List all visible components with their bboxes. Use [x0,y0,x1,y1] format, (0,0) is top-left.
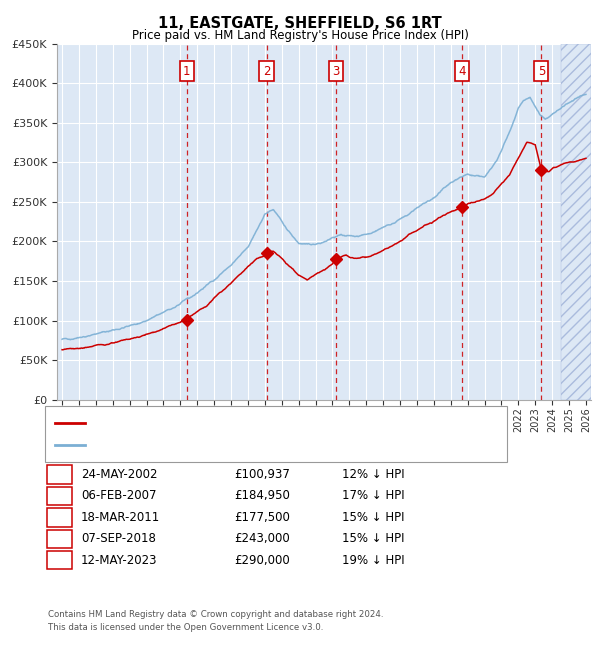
Text: 15% ↓ HPI: 15% ↓ HPI [342,511,404,524]
Text: 1: 1 [56,468,63,481]
Text: 18-MAR-2011: 18-MAR-2011 [81,511,160,524]
Bar [560,44,591,400]
Text: 07-SEP-2018: 07-SEP-2018 [81,532,156,545]
Text: 24-MAY-2002: 24-MAY-2002 [81,468,157,481]
Text: 06-FEB-2007: 06-FEB-2007 [81,489,157,502]
Text: 17% ↓ HPI: 17% ↓ HPI [342,489,404,502]
Text: 2: 2 [56,489,63,502]
Text: Price paid vs. HM Land Registry's House Price Index (HPI): Price paid vs. HM Land Registry's House … [131,29,469,42]
Text: 2: 2 [263,65,270,78]
Text: 4: 4 [458,65,466,78]
Text: Contains HM Land Registry data © Crown copyright and database right 2024.: Contains HM Land Registry data © Crown c… [48,610,383,619]
Text: 15% ↓ HPI: 15% ↓ HPI [342,532,404,545]
Text: 5: 5 [56,554,63,567]
Text: £177,500: £177,500 [234,511,290,524]
Text: £290,000: £290,000 [234,554,290,567]
Text: £100,937: £100,937 [234,468,290,481]
Text: 12-MAY-2023: 12-MAY-2023 [81,554,157,567]
Text: £243,000: £243,000 [234,532,290,545]
Text: 11, EASTGATE, SHEFFIELD, S6 1RT (detached house): 11, EASTGATE, SHEFFIELD, S6 1RT (detache… [92,418,386,428]
Text: 3: 3 [332,65,340,78]
Text: HPI: Average price, detached house, Sheffield: HPI: Average price, detached house, Shef… [92,439,348,450]
Text: 5: 5 [538,65,545,78]
Text: 4: 4 [56,532,63,545]
Text: 11, EASTGATE, SHEFFIELD, S6 1RT: 11, EASTGATE, SHEFFIELD, S6 1RT [158,16,442,31]
Text: 1: 1 [183,65,191,78]
Text: £184,950: £184,950 [234,489,290,502]
Text: 3: 3 [56,511,63,524]
Text: 19% ↓ HPI: 19% ↓ HPI [342,554,404,567]
Text: 12% ↓ HPI: 12% ↓ HPI [342,468,404,481]
Text: This data is licensed under the Open Government Licence v3.0.: This data is licensed under the Open Gov… [48,623,323,632]
